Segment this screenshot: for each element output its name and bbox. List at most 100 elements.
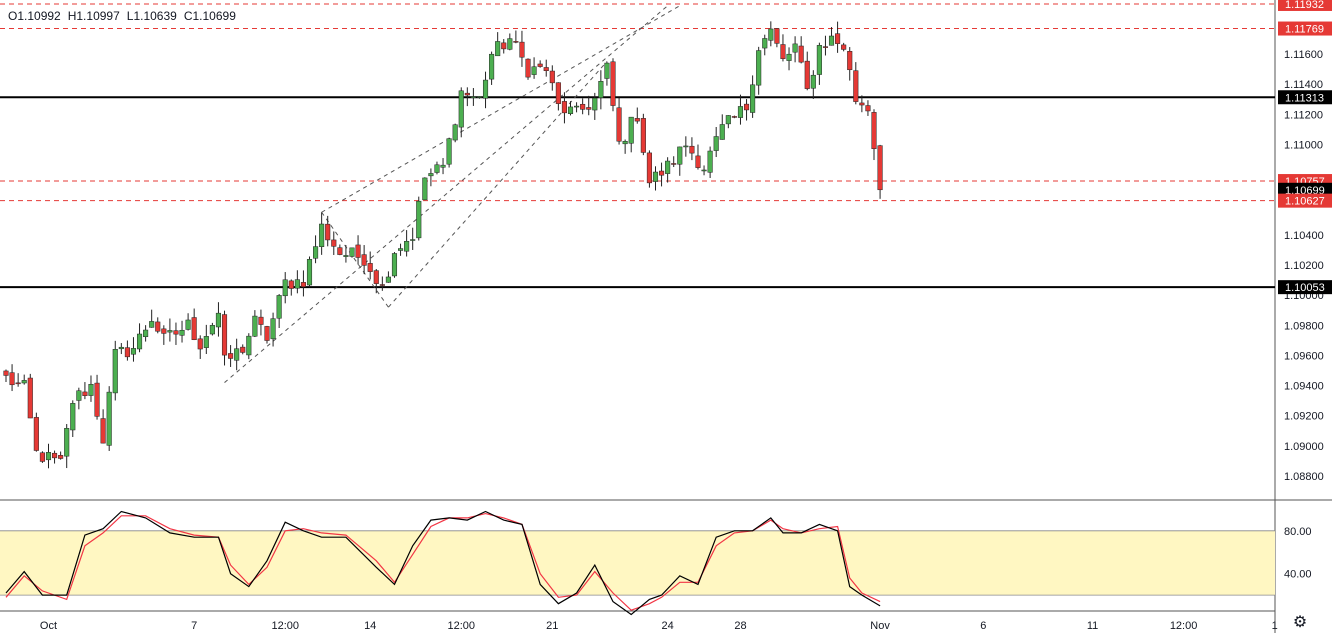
- candle-body: [282, 279, 288, 297]
- candle-body: [337, 247, 343, 255]
- candle-body: [616, 107, 622, 142]
- price-tick-label: 1.09800: [1284, 320, 1324, 332]
- candle-body: [513, 41, 519, 43]
- candle-body: [9, 372, 15, 386]
- candle-body: [82, 391, 88, 396]
- time-tick-label: 7: [191, 620, 197, 632]
- price-tick-label: 1.10400: [1284, 230, 1324, 242]
- price-tick-label: 1.09600: [1284, 350, 1324, 362]
- candle-body: [743, 103, 750, 111]
- candle-body: [501, 42, 507, 50]
- candle-body: [367, 263, 373, 272]
- price-label-box: [1278, 280, 1332, 295]
- time-tick-label: Oct: [40, 620, 57, 632]
- candle-body: [136, 333, 143, 350]
- candle-body: [76, 390, 82, 401]
- candles: [3, 21, 883, 469]
- candle-body: [70, 403, 76, 431]
- price-label-box: [1278, 90, 1332, 105]
- candle-body: [173, 330, 179, 335]
- candle-body: [124, 347, 130, 358]
- candle-body: [646, 152, 652, 184]
- candle-body: [252, 315, 258, 337]
- candle-body: [118, 346, 124, 350]
- candle-body: [774, 28, 780, 44]
- candle-body: [167, 330, 173, 333]
- candle-body: [161, 328, 167, 334]
- candle-body: [537, 63, 543, 67]
- time-tick-label: 12:00: [447, 620, 475, 632]
- candle-body: [707, 150, 713, 173]
- price-tick-label: 1.10200: [1284, 260, 1324, 272]
- candle-body: [737, 106, 744, 118]
- candle-body: [410, 239, 416, 241]
- candle-body: [665, 160, 671, 174]
- candle-body: [270, 318, 276, 340]
- candle-body: [689, 145, 695, 154]
- time-tick-label: Nov: [870, 620, 890, 632]
- candle-body: [458, 90, 464, 128]
- candle-body: [106, 391, 112, 446]
- candle-body: [598, 81, 604, 98]
- candle-body: [349, 247, 355, 257]
- candle-body: [209, 325, 215, 335]
- candle-body: [822, 46, 829, 48]
- candle-body: [300, 282, 306, 288]
- candle-body: [877, 145, 883, 191]
- ohlc-legend: O1.10992 H1.10997 L1.10639 C1.10699: [8, 9, 243, 23]
- candle-body: [859, 102, 865, 106]
- candle-body: [549, 70, 555, 84]
- candle-body: [361, 254, 367, 266]
- candle-body: [52, 452, 58, 459]
- candle-body: [264, 326, 270, 341]
- candle-body: [197, 338, 203, 350]
- candle-body: [325, 223, 331, 241]
- price-label-text: 1.11313: [1285, 92, 1324, 104]
- candle-body: [258, 316, 264, 325]
- candle-body: [604, 62, 610, 79]
- candle-body: [276, 295, 282, 319]
- time-tick-label: 14: [364, 620, 376, 632]
- price-label-box: [1278, 182, 1332, 197]
- candle-body: [677, 146, 683, 165]
- candle-body: [519, 41, 525, 58]
- candle-body: [780, 44, 786, 59]
- price-tick-label: 1.09200: [1284, 411, 1324, 423]
- candle-body: [792, 43, 798, 53]
- candle-body: [671, 163, 677, 165]
- candle-body: [58, 455, 64, 459]
- candle-body: [719, 124, 725, 140]
- candle-body: [574, 105, 580, 108]
- candle-body: [683, 145, 689, 148]
- stochastic-k-line: [5, 510, 881, 616]
- channel-line: [224, 5, 668, 383]
- price-tick-label: 1.08800: [1284, 471, 1324, 483]
- candle-body: [94, 382, 100, 417]
- candle-body: [379, 284, 385, 286]
- candle-body: [786, 53, 792, 61]
- candle-body: [695, 155, 701, 168]
- time-tick-label: 6: [980, 620, 986, 632]
- candle-body: [464, 92, 470, 96]
- candle-body: [130, 348, 137, 355]
- time-tick-label: 24: [662, 620, 674, 632]
- candle-body: [21, 380, 27, 384]
- candle-body: [489, 53, 495, 80]
- candle-body: [228, 353, 234, 359]
- candle-body: [45, 452, 52, 461]
- candle-body: [555, 82, 561, 104]
- time-tick-label: 12:00: [1170, 620, 1198, 632]
- candle-body: [404, 240, 410, 252]
- candle-body: [659, 170, 665, 176]
- candle-body: [713, 136, 719, 151]
- price-label-box: [1278, 193, 1332, 208]
- candle-body: [476, 96, 483, 98]
- candle-body: [816, 45, 822, 75]
- high-value: H1.10997: [67, 9, 120, 23]
- candle-body: [640, 118, 646, 153]
- gear-icon[interactable]: ⚙: [1292, 614, 1308, 631]
- candle-body: [701, 169, 707, 172]
- candle-body: [725, 115, 731, 125]
- time-tick-label: 28: [734, 620, 746, 632]
